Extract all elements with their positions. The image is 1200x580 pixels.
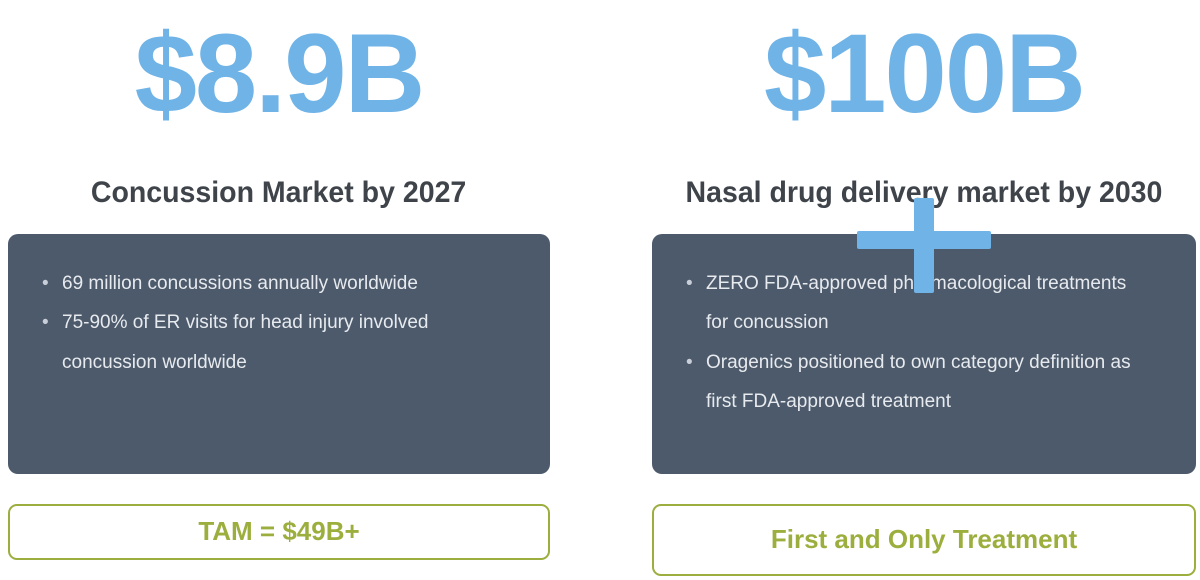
list-item: ZERO FDA-approved pharmacological treatm… [684,264,1141,343]
nasal-facts-list: ZERO FDA-approved pharmacological treatm… [684,264,1141,422]
concussion-market-value: $8.9B [134,11,426,136]
list-item: Oragenics positioned to own category def… [684,343,1141,422]
nasal-market-value: $100B [763,11,1086,136]
nasal-facts-panel: ZERO FDA-approved pharmacological treatm… [652,233,1196,474]
nasal-market-column: $100B Nasal drug delivery market by 2030… [652,0,1196,580]
tam-badge-label: TAM = $49B+ [198,516,360,547]
list-item: 69 million concussions annually worldwid… [40,264,495,304]
first-and-only-badge-label: First and Only Treatment [770,524,1078,555]
plus-icon-horizontal-bar [857,231,991,249]
list-item: 75-90% of ER visits for head injury invo… [40,303,495,382]
concussion-market-heading: Concussion Market by 2027 [91,175,467,209]
concussion-market-column: $8.9B Concussion Market by 2027 69 milli… [8,0,550,580]
concussion-facts-panel: 69 million concussions annually worldwid… [8,233,550,474]
tam-badge: TAM = $49B+ [8,503,550,560]
concussion-facts-list: 69 million concussions annually worldwid… [40,264,495,383]
first-and-only-badge: First and Only Treatment [652,503,1196,576]
